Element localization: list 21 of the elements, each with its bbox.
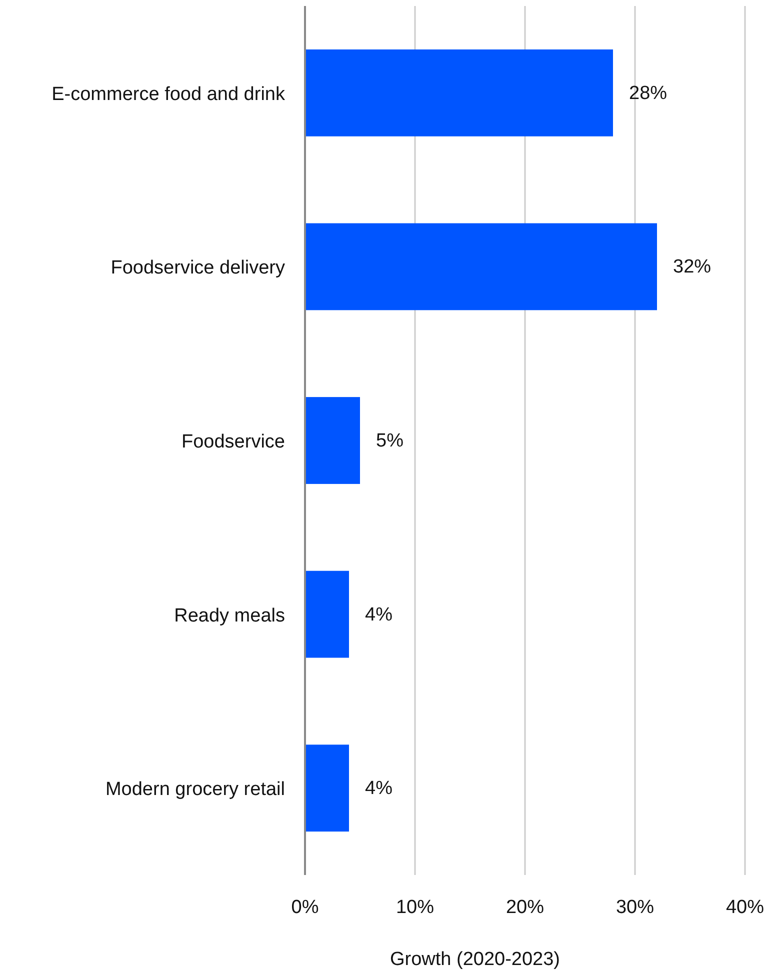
y-tick-label: Foodservice bbox=[182, 432, 285, 452]
x-tick-label: 40% bbox=[726, 897, 764, 918]
data-label: 32% bbox=[673, 256, 712, 278]
x-axis-title: Growth (2020-2023) bbox=[390, 949, 560, 970]
x-tick-label: 20% bbox=[506, 897, 544, 918]
bar bbox=[305, 744, 349, 832]
y-tick-label: Foodservice delivery bbox=[110, 258, 286, 279]
data-label: 4% bbox=[365, 778, 393, 800]
x-tick-label: 0% bbox=[291, 897, 319, 918]
bar bbox=[305, 49, 613, 136]
y-tick-label: E-commerce food and drink bbox=[52, 84, 286, 105]
bar bbox=[305, 570, 349, 658]
x-tick-label: 30% bbox=[616, 897, 654, 918]
data-label: 5% bbox=[376, 430, 404, 452]
bar bbox=[305, 223, 657, 310]
bar bbox=[305, 397, 360, 484]
y-tick-label: Ready meals bbox=[174, 605, 285, 626]
x-tick-label: 10% bbox=[396, 897, 434, 918]
y-tick-label: Modern grocery retail bbox=[105, 779, 285, 800]
data-label: 4% bbox=[365, 604, 393, 626]
data-label: 28% bbox=[629, 82, 668, 104]
